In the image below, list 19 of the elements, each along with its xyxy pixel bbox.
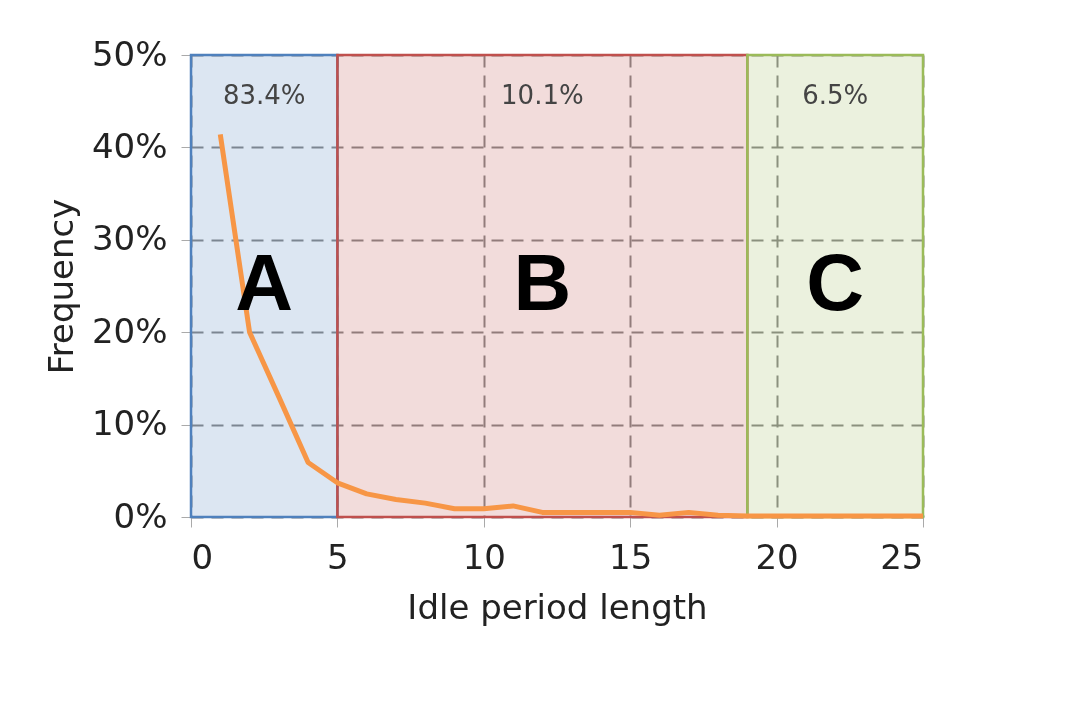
x-tick-label: 10	[462, 536, 506, 577]
x-tick-label: 0	[191, 536, 214, 577]
x-tick-label: 5	[327, 536, 349, 577]
y-tick-label: 0%	[113, 495, 168, 536]
annotation: C	[806, 238, 865, 327]
band-label: 83.4%	[222, 80, 306, 110]
band-label: 10.1%	[501, 80, 584, 110]
y-tick-label: 40%	[91, 125, 168, 166]
y-tick-label: 30%	[91, 218, 168, 259]
y-tick-label: 20%	[91, 310, 168, 351]
x-tick-label: 25	[880, 536, 924, 577]
x-axis-title: Idle period length	[407, 586, 708, 627]
y-tick-label: 50%	[91, 33, 168, 74]
x-tick-label: 20	[755, 536, 799, 577]
x-tick-label: 15	[609, 536, 653, 577]
annotation: B	[513, 238, 572, 327]
band-label: 6.5%	[802, 80, 869, 110]
y-tick-label: 10%	[91, 403, 168, 444]
y-axis-title: Frequency	[40, 198, 81, 375]
